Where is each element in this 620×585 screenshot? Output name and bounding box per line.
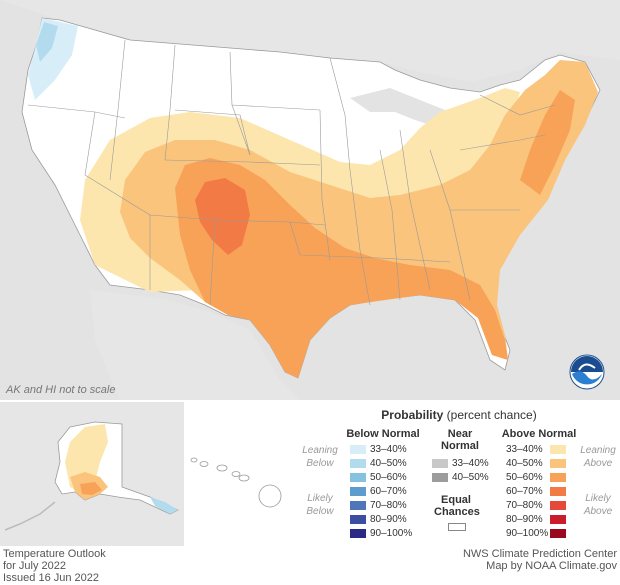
footer-credit: Map by NOAA Climate.gov — [486, 560, 617, 572]
likely-above-line2: Above — [583, 506, 613, 517]
leaning-below-line2: Below — [306, 458, 334, 469]
leaning-above-line2: Above — [583, 458, 613, 469]
near-normal-line2: Normal — [441, 440, 479, 452]
above-swatch-2 — [550, 459, 566, 468]
above-range-3: 50–60% — [506, 472, 543, 483]
below-range-1: 33–40% — [370, 444, 407, 455]
below-range-6: 80–90% — [370, 514, 407, 525]
equal-chances-line1: Equal — [441, 494, 471, 506]
conus-map-svg — [0, 0, 620, 400]
above-range-7: 90–100% — [506, 528, 549, 539]
noaa-logo-icon — [569, 354, 605, 390]
alaska-above-33-40 — [65, 424, 108, 492]
below-normal-header: Below Normal — [346, 428, 420, 440]
scale-note: AK and HI not to scale — [6, 384, 116, 396]
mexico-region — [90, 290, 300, 400]
above-swatch-6 — [550, 515, 566, 524]
above-range-1: 33–40% — [506, 444, 543, 455]
footer-period: for July 2022 — [3, 560, 66, 572]
near-normal-header: Near Normal — [438, 428, 482, 452]
alaska-map-svg — [4, 421, 179, 531]
equal-chances-swatch — [448, 523, 466, 531]
below-swatch-1 — [350, 445, 366, 454]
likely-above-line1: Likely — [585, 493, 611, 504]
conus-map: AK and HI not to scale — [0, 0, 620, 400]
footer-issued: Issued 16 Jun 2022 — [3, 572, 100, 584]
above-swatch-5 — [550, 501, 566, 510]
likely-below-label: Likely Below — [300, 492, 340, 518]
above-swatch-1 — [550, 445, 566, 454]
hawaii-panel — [186, 402, 296, 546]
leaning-below-label: Leaning Below — [300, 444, 340, 470]
equal-chances-label: Equal Chances — [434, 494, 480, 518]
below-swatch-5 — [350, 501, 366, 510]
below-swatch-6 — [350, 515, 366, 524]
legend-panel: Probability (percent chance) Below Norma… — [298, 402, 620, 546]
likely-above-label: Likely Above — [578, 492, 618, 518]
state-lines — [27, 39, 556, 306]
hawaii-map-svg — [190, 457, 282, 508]
above-range-6: 80–90% — [506, 514, 543, 525]
zone-above-50-60 — [175, 158, 508, 378]
below-range-3: 50–60% — [370, 472, 407, 483]
below-range-4: 60–70% — [370, 486, 407, 497]
above-swatch-7 — [550, 529, 566, 538]
equal-chances-line2: Chances — [434, 506, 480, 518]
legend-title: Probability (percent chance) — [298, 408, 620, 422]
leaning-above-label: Leaning Above — [578, 444, 618, 470]
below-swatch-7 — [350, 529, 366, 538]
above-range-2: 40–50% — [506, 458, 543, 469]
canada-region — [0, 0, 620, 82]
above-swatch-3 — [550, 473, 566, 482]
near-swatch-2 — [432, 473, 448, 482]
below-swatch-3 — [350, 473, 366, 482]
above-range-4: 60–70% — [506, 486, 543, 497]
hawaii-islands — [190, 457, 282, 508]
alaska-panhandle-below — [150, 497, 178, 514]
leaning-above-line1: Leaning — [580, 445, 616, 456]
near-range-2: 40–50% — [452, 472, 489, 483]
above-normal-header: Above Normal — [501, 428, 577, 440]
near-swatch-1 — [432, 459, 448, 468]
alaska-panel — [0, 402, 184, 546]
footer-right: NWS Climate Prediction Center Map by NOA… — [463, 548, 617, 572]
below-swatch-4 — [350, 487, 366, 496]
legend-title-rest: (percent chance) — [443, 408, 537, 422]
footer-left: Temperature Outlook for July 2022 Issued… — [3, 548, 106, 584]
zone-above-50-60-ne — [520, 90, 575, 195]
likely-below-line1: Likely — [307, 493, 333, 504]
near-range-1: 33–40% — [452, 458, 489, 469]
zone-above-60-70 — [195, 178, 250, 255]
below-range-2: 40–50% — [370, 458, 407, 469]
aleutians — [4, 501, 56, 531]
legend-title-bold: Probability — [381, 408, 444, 422]
zone-below-40-50 — [36, 22, 58, 62]
footer-title: Temperature Outlook — [3, 548, 106, 560]
leaning-below-line1: Leaning — [302, 445, 338, 456]
near-normal-line1: Near — [447, 428, 473, 440]
likely-below-line2: Below — [306, 506, 334, 517]
below-range-5: 70–80% — [370, 500, 407, 511]
above-swatch-4 — [550, 487, 566, 496]
footer-source: NWS Climate Prediction Center — [462, 548, 617, 560]
above-range-5: 70–80% — [506, 500, 543, 511]
below-range-7: 90–100% — [370, 528, 413, 539]
below-swatch-2 — [350, 459, 366, 468]
alaska-above-50-60 — [80, 482, 102, 495]
